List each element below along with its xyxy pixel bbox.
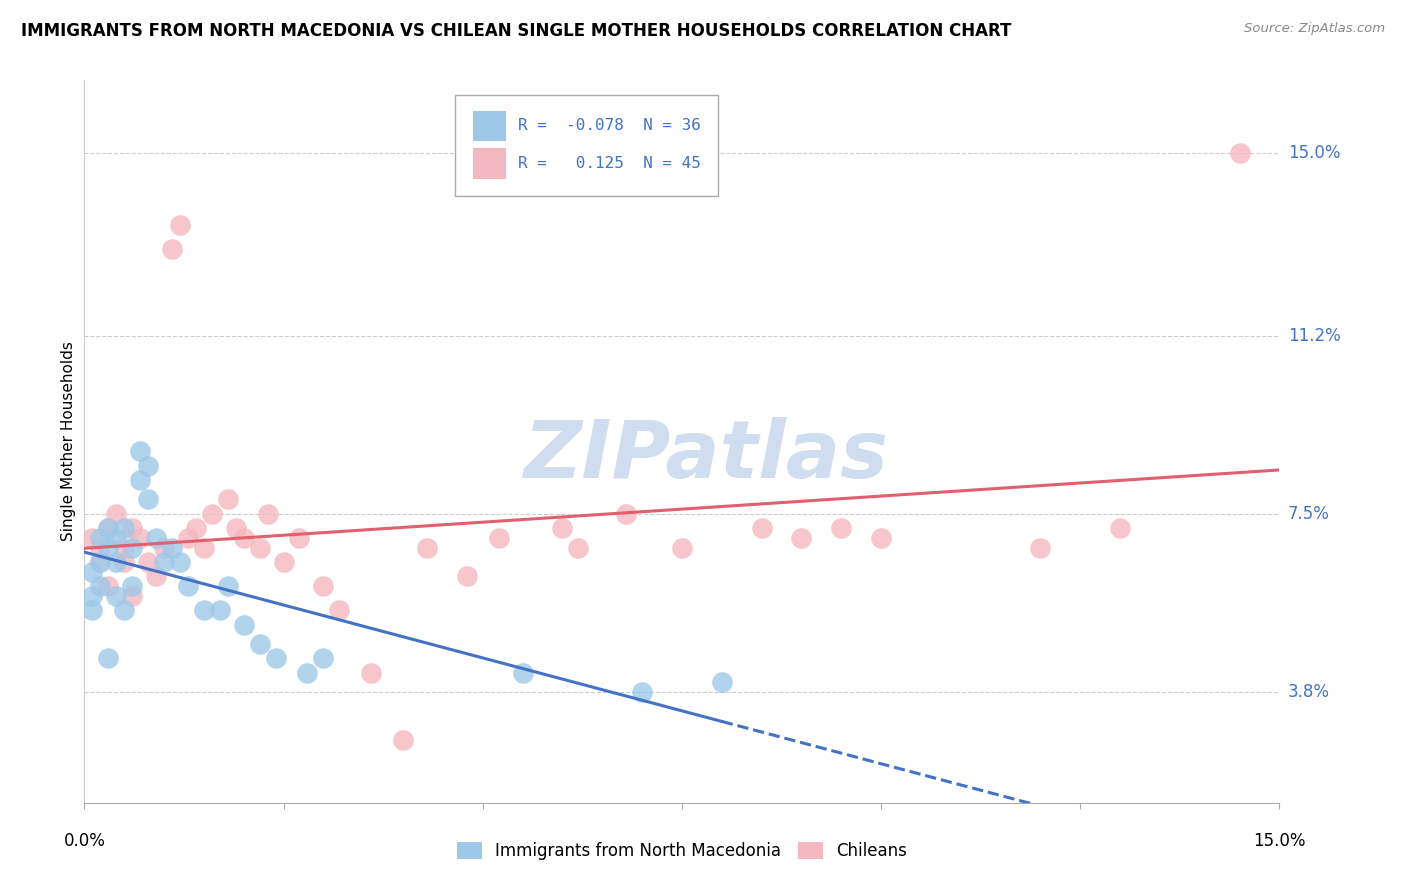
Text: ZIPatlas: ZIPatlas — [523, 417, 889, 495]
Point — [129, 473, 152, 487]
Point — [105, 555, 128, 569]
Point — [97, 651, 120, 665]
Point — [217, 492, 239, 507]
Point — [82, 565, 104, 579]
Point — [112, 541, 135, 555]
Text: 15.0%: 15.0% — [1253, 831, 1306, 850]
Text: 3.8%: 3.8% — [1288, 683, 1330, 701]
Point — [790, 531, 813, 545]
Text: IMMIGRANTS FROM NORTH MACEDONIA VS CHILEAN SINGLE MOTHER HOUSEHOLDS CORRELATION : IMMIGRANTS FROM NORTH MACEDONIA VS CHILE… — [21, 22, 1011, 40]
Point — [232, 617, 254, 632]
Point — [288, 531, 311, 545]
Point — [145, 569, 167, 583]
Point — [82, 531, 104, 545]
Point — [312, 651, 335, 665]
Point — [225, 521, 247, 535]
Point — [89, 541, 111, 555]
Point — [82, 589, 104, 603]
Point — [169, 218, 191, 232]
Point — [297, 665, 319, 680]
Point — [1029, 541, 1052, 555]
Point — [112, 603, 135, 617]
Point — [201, 507, 224, 521]
Point — [105, 507, 128, 521]
Point — [121, 579, 143, 593]
Point — [614, 507, 637, 521]
Point — [89, 579, 111, 593]
Point — [121, 541, 143, 555]
Point — [512, 665, 534, 680]
Point — [89, 555, 111, 569]
Point — [249, 541, 271, 555]
Text: Source: ZipAtlas.com: Source: ZipAtlas.com — [1244, 22, 1385, 36]
Point — [208, 603, 231, 617]
Point — [89, 555, 111, 569]
Point — [112, 521, 135, 535]
Point — [671, 541, 693, 555]
Point — [82, 603, 104, 617]
FancyBboxPatch shape — [456, 95, 718, 196]
Point — [177, 579, 200, 593]
Point — [264, 651, 287, 665]
Point — [631, 685, 654, 699]
Point — [416, 541, 439, 555]
Point — [312, 579, 335, 593]
Legend: Immigrants from North Macedonia, Chileans: Immigrants from North Macedonia, Chilean… — [450, 835, 914, 867]
Point — [1229, 145, 1251, 160]
Point — [751, 521, 773, 535]
FancyBboxPatch shape — [472, 111, 506, 141]
Point — [232, 531, 254, 545]
Point — [328, 603, 350, 617]
Point — [89, 531, 111, 545]
Point — [160, 541, 183, 555]
Point — [249, 637, 271, 651]
Point — [145, 531, 167, 545]
Point — [551, 521, 574, 535]
Point — [112, 555, 135, 569]
Text: R =   0.125  N = 45: R = 0.125 N = 45 — [519, 156, 702, 171]
Text: 7.5%: 7.5% — [1288, 505, 1330, 523]
Point — [105, 531, 128, 545]
Point — [830, 521, 852, 535]
Point — [1109, 521, 1132, 535]
Text: 11.2%: 11.2% — [1288, 326, 1340, 344]
Point — [256, 507, 278, 521]
Point — [121, 589, 143, 603]
Point — [105, 589, 128, 603]
Point — [129, 444, 152, 458]
Point — [193, 603, 215, 617]
Point — [153, 541, 176, 555]
Point — [392, 733, 415, 747]
Point — [97, 521, 120, 535]
Point — [136, 458, 159, 473]
Point — [870, 531, 893, 545]
Point — [456, 569, 478, 583]
Point — [360, 665, 382, 680]
Point — [184, 521, 207, 535]
Point — [193, 541, 215, 555]
Point — [153, 555, 176, 569]
Point — [136, 492, 159, 507]
Point — [160, 242, 183, 256]
Point — [97, 521, 120, 535]
Point — [217, 579, 239, 593]
Point — [710, 675, 733, 690]
Text: 0.0%: 0.0% — [63, 831, 105, 850]
Point — [129, 531, 152, 545]
Point — [97, 541, 120, 555]
Point — [273, 555, 295, 569]
Point — [177, 531, 200, 545]
Point — [136, 555, 159, 569]
Text: 15.0%: 15.0% — [1288, 144, 1340, 161]
Point — [567, 541, 589, 555]
FancyBboxPatch shape — [472, 148, 506, 178]
Point — [97, 579, 120, 593]
Point — [169, 555, 191, 569]
Point — [121, 521, 143, 535]
Text: R =  -0.078  N = 36: R = -0.078 N = 36 — [519, 119, 702, 133]
Y-axis label: Single Mother Households: Single Mother Households — [60, 342, 76, 541]
Point — [488, 531, 510, 545]
